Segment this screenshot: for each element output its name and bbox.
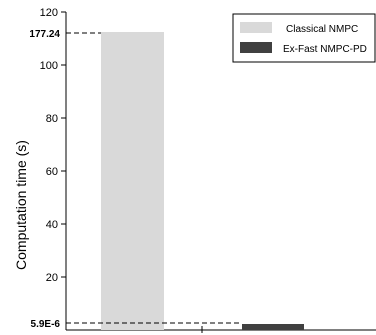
legend: Classical NMPC Ex-Fast NMPC-PD: [232, 13, 376, 63]
legend-swatch-exfast: [240, 42, 272, 53]
y-ticks: 20 40 60 80 100 120: [40, 7, 66, 284]
bar-classical-nmpc: [101, 32, 164, 330]
legend-label-classical: Classical NMPC: [286, 24, 358, 35]
legend-swatch-classical: [240, 22, 272, 33]
y-tick-label: 120: [40, 7, 58, 19]
legend-label-exfast: Ex-Fast NMPC-PD: [283, 44, 367, 55]
y-tick-label: 60: [46, 166, 58, 178]
y-tick-label: 40: [46, 219, 58, 231]
y-axis-label: Computation time (s): [13, 140, 29, 270]
y-tick-label: 80: [46, 113, 58, 125]
y-tick-label: 100: [40, 60, 58, 72]
annotation-label-classical: 177.24: [29, 29, 60, 40]
bar-ex-fast-nmpc-pd: [242, 324, 304, 330]
annotation-label-exfast: 5.9E-6: [31, 319, 61, 330]
y-tick-label: 20: [46, 272, 58, 284]
